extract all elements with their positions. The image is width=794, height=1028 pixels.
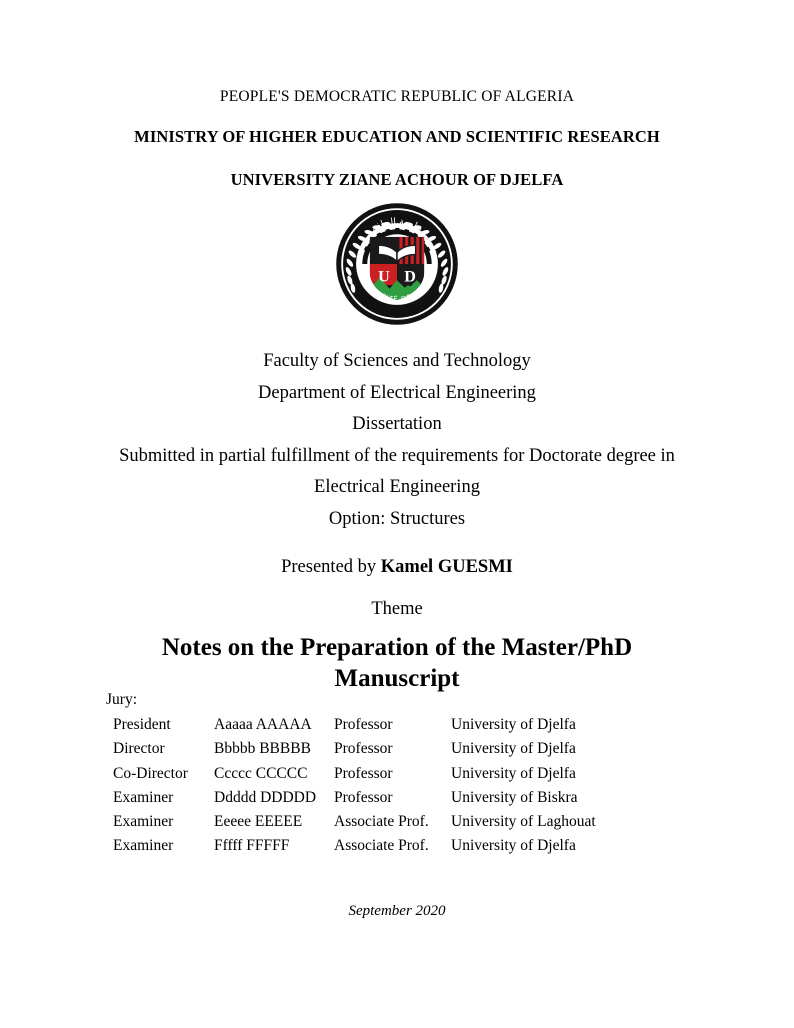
jury-name: Ddddd DDDDD bbox=[214, 788, 317, 806]
jury-rank: Professor bbox=[334, 716, 393, 733]
dissertation-title: Notes on the Preparation of the Master/P… bbox=[97, 632, 697, 694]
jury-role: Examiner bbox=[113, 788, 174, 806]
university-logo: جامعة الجلفة 1990 bbox=[0, 202, 794, 326]
jury-institution: University of Laghouat bbox=[451, 813, 596, 831]
country-line: PEOPLE'S DEMOCRATIC REPUBLIC OF ALGERIA bbox=[219, 88, 575, 105]
jury-rank: Professor bbox=[334, 740, 393, 758]
jury-institution: University of Djelfa bbox=[451, 764, 576, 782]
jury-institution: University of Djelfa bbox=[451, 837, 576, 855]
submission-line-1: Submitted in partial fulfillment of the … bbox=[119, 445, 675, 466]
university-line: UNIVERSITY ZIANE ACHOUR OF DJELFA bbox=[230, 170, 564, 190]
jury-name: Ccccc CCCCC bbox=[214, 764, 308, 782]
jury-name: Eeeee EEEEE bbox=[214, 813, 303, 831]
jury-institution: University of Djelfa bbox=[451, 716, 576, 733]
author-name: Kamel GUESMI bbox=[380, 556, 513, 577]
jury-role: Examiner bbox=[113, 837, 174, 855]
presented-by-line: Presented by Kamel GUESMI bbox=[97, 552, 697, 584]
department-line: Department of Electrical Engineering bbox=[258, 382, 536, 403]
table-row: Examiner Ddddd DDDDD Professor Universit… bbox=[113, 786, 651, 810]
logo-letter-u: U bbox=[378, 268, 390, 285]
jury-rank: Associate Prof. bbox=[334, 813, 429, 831]
table-row: Examiner Eeeee EEEEE Associate Prof. Uni… bbox=[113, 810, 651, 834]
submission-line-2: Electrical Engineering bbox=[314, 477, 480, 498]
jury-institution: University of Biskra bbox=[451, 788, 578, 806]
jury-role: Director bbox=[113, 740, 165, 758]
title-line-2: Manuscript bbox=[334, 665, 460, 693]
jury-name: Fffff FFFFF bbox=[214, 837, 290, 855]
institution-header: PEOPLE'S DEMOCRATIC REPUBLIC OF ALGERIA … bbox=[0, 88, 794, 190]
jury-role: Examiner bbox=[113, 813, 174, 831]
jury-label: Jury: bbox=[106, 691, 137, 708]
jury-rank: Professor bbox=[334, 764, 393, 782]
table-row: Co-Director Ccccc CCCCC Professor Univer… bbox=[113, 762, 651, 786]
jury-name: Bbbbb BBBBB bbox=[214, 740, 311, 758]
document-body: Faculty of Sciences and Technology Depar… bbox=[97, 346, 697, 694]
ministry-line: MINISTRY OF HIGHER EDUCATION AND SCIENTI… bbox=[134, 126, 660, 146]
presented-by-prefix: Presented by bbox=[281, 556, 381, 577]
jury-rank: Professor bbox=[334, 788, 393, 806]
table-row: Director Bbbbb BBBBB Professor Universit… bbox=[113, 737, 651, 761]
jury-role: Co-Director bbox=[113, 764, 188, 782]
theme-label: Theme bbox=[371, 599, 423, 620]
title-line-1: Notes on the Preparation of the Master/P… bbox=[161, 634, 633, 662]
document-type: Dissertation bbox=[352, 414, 442, 435]
logo-letter-d: D bbox=[404, 268, 416, 285]
table-row: President Aaaaa AAAAA Professor Universi… bbox=[113, 713, 651, 737]
option-line: Option: Structures bbox=[328, 508, 466, 529]
jury-role: President bbox=[113, 716, 171, 733]
jury-institution: University of Djelfa bbox=[451, 740, 576, 758]
jury-name: Aaaaa AAAAA bbox=[214, 716, 312, 733]
university-seal-icon: جامعة الجلفة 1990 bbox=[336, 203, 458, 325]
jury-rank: Associate Prof. bbox=[334, 837, 429, 855]
jury-table: President Aaaaa AAAAA Professor Universi… bbox=[113, 713, 651, 859]
faculty-line: Faculty of Sciences and Technology bbox=[263, 351, 531, 371]
publication-date: September 2020 bbox=[348, 903, 446, 919]
table-row: Examiner Fffff FFFFF Associate Prof. Uni… bbox=[113, 834, 651, 858]
jury-table-body: President Aaaaa AAAAA Professor Universi… bbox=[113, 713, 651, 859]
jury-section: Jury: President Aaaaa AAAAA Professor Un… bbox=[104, 690, 704, 859]
